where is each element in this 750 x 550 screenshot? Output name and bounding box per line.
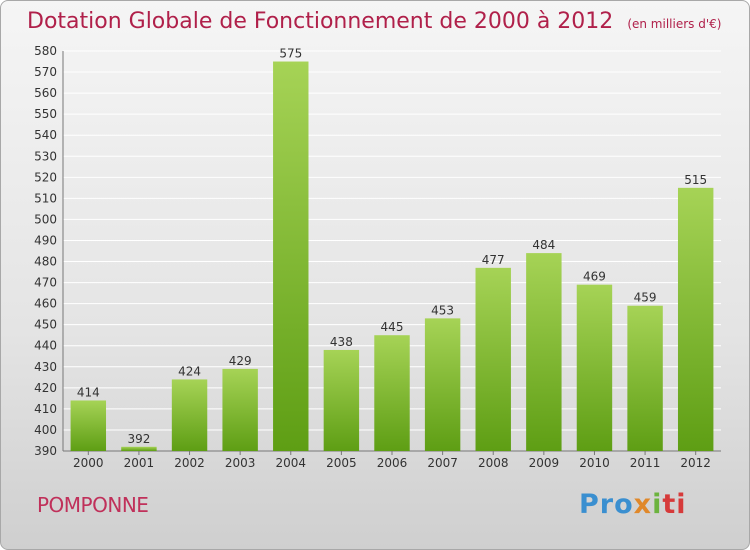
data-label: 515: [684, 173, 707, 187]
bar: [677, 187, 714, 451]
x-tick-label: 2012: [680, 456, 711, 470]
bars: [70, 61, 714, 452]
x-tick-label: 2000: [73, 456, 104, 470]
data-label: 429: [229, 354, 252, 368]
y-tick-label: 540: [34, 128, 57, 142]
data-label: 438: [330, 335, 353, 349]
y-tick-label: 580: [34, 44, 57, 58]
y-tick-label: 570: [34, 65, 57, 79]
bar: [627, 305, 663, 451]
x-tick-label: 2011: [630, 456, 661, 470]
y-tick-label: 440: [34, 339, 57, 353]
data-label: 392: [127, 432, 150, 446]
x-tick-label: 2008: [478, 456, 509, 470]
y-tick-label: 490: [34, 233, 57, 247]
x-tick-label: 2007: [427, 456, 458, 470]
bar: [273, 61, 309, 452]
bar: [475, 267, 511, 451]
x-tick-label: 2001: [124, 456, 155, 470]
x-tick-label: 2009: [529, 456, 560, 470]
logo-part-2: x: [633, 489, 653, 520]
commune-name: POMPONNE: [37, 493, 149, 517]
bar: [424, 318, 461, 451]
y-tick-label: 560: [34, 86, 57, 100]
logo-part-1: Pro: [579, 489, 634, 520]
x-tick-label: 2010: [579, 456, 610, 470]
bar: [374, 335, 410, 451]
x-tick-label: 2003: [225, 456, 256, 470]
y-tick-label: 430: [34, 360, 57, 374]
data-label: 453: [431, 303, 454, 317]
y-tick-label: 500: [34, 212, 57, 226]
x-tick-label: 2002: [174, 456, 205, 470]
data-label: 484: [532, 238, 555, 252]
y-tick-label: 510: [34, 191, 57, 205]
data-label: 459: [634, 291, 657, 305]
y-tick-label: 460: [34, 297, 57, 311]
data-label: 424: [178, 364, 201, 378]
logo-part-4: ti: [662, 489, 687, 520]
chart-subtitle: (en milliers d'€): [627, 17, 722, 31]
data-label: 414: [77, 385, 100, 399]
logo-part-3: i: [652, 489, 663, 520]
data-label: 469: [583, 270, 606, 284]
x-tick-label: 2006: [377, 456, 408, 470]
labels: 390 400 410 420 430 440 450 460 470 480 490 500 510 5…: [34, 44, 711, 470]
bar: [121, 446, 157, 451]
y-tick-label: 450: [34, 318, 57, 332]
bar: [576, 284, 613, 451]
y-tick-label: 420: [34, 381, 57, 395]
data-label: 445: [381, 320, 404, 334]
bar: [222, 368, 258, 451]
chart-title: Dotation Globale de Fonctionnement de 20…: [27, 9, 721, 34]
data-label: 575: [279, 47, 302, 61]
y-tick-label: 520: [34, 170, 57, 184]
y-tick-label: 470: [34, 276, 57, 290]
y-tick-label: 400: [34, 423, 57, 437]
y-tick-label: 480: [34, 255, 57, 269]
data-label: 477: [482, 253, 505, 267]
bar: [323, 349, 360, 451]
bar: [70, 400, 107, 451]
y-tick-label: 390: [34, 444, 57, 458]
x-tick-label: 2004: [275, 456, 306, 470]
y-tick-label: 410: [34, 402, 57, 416]
title-text: Dotation Globale de Fonctionnement de 20…: [27, 9, 614, 34]
x-tick-label: 2005: [326, 456, 357, 470]
proxiti-logo: Proxiti: [579, 489, 687, 520]
bar: [526, 253, 562, 451]
y-tick-label: 530: [34, 149, 57, 163]
y-tick-label: 550: [34, 107, 57, 121]
bar: [171, 379, 208, 451]
